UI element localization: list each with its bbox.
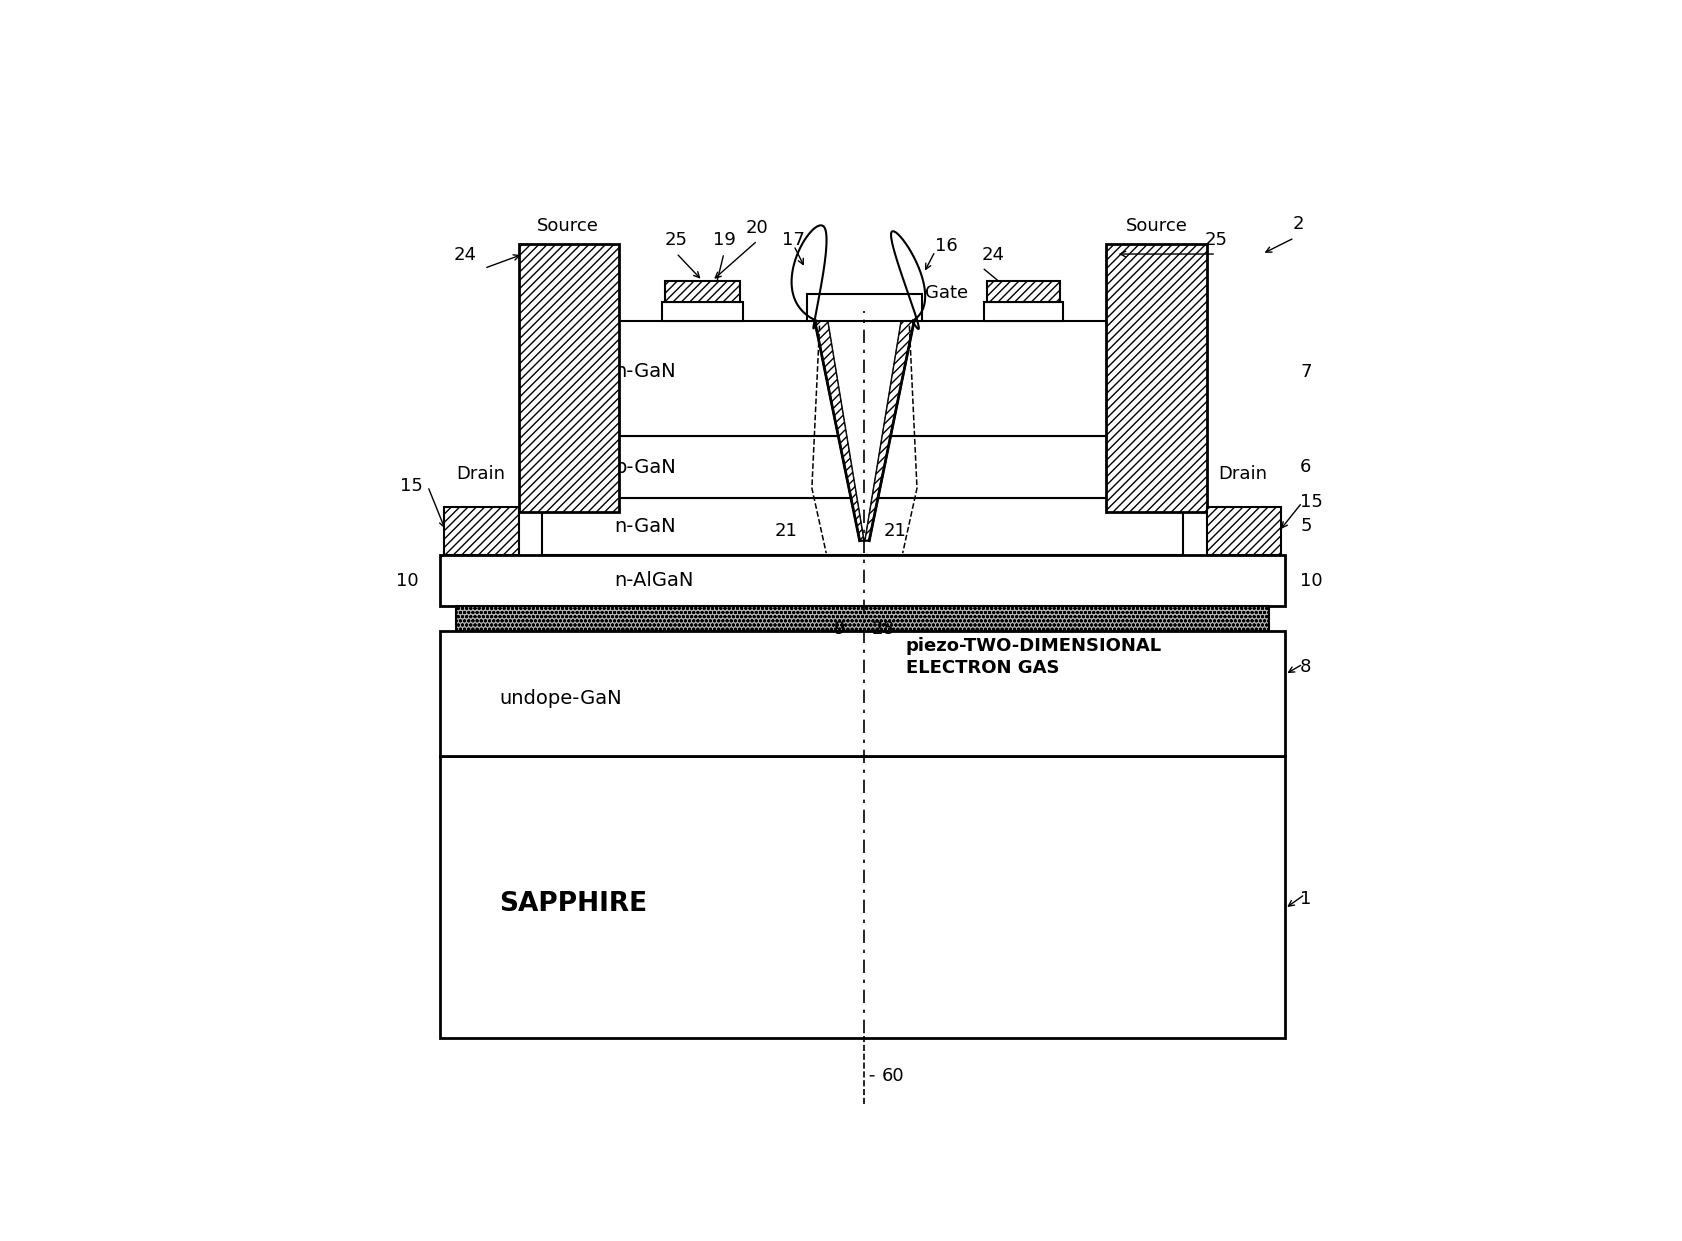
Text: 24: 24 (452, 246, 476, 263)
Bar (441, 632, 1283, 756)
Bar (542, 498, 1182, 555)
Text: SAPPHIRE: SAPPHIRE (500, 891, 648, 917)
Text: 25: 25 (664, 231, 688, 249)
Bar (441, 756, 1283, 1037)
Text: Drain: Drain (456, 465, 505, 484)
Text: 60: 60 (881, 1067, 903, 1085)
Text: 20: 20 (745, 218, 769, 237)
Text: n-GaN: n-GaN (614, 516, 674, 536)
Text: 15: 15 (1300, 494, 1322, 511)
Bar (664, 280, 740, 302)
Text: 10: 10 (395, 572, 417, 589)
Text: 15: 15 (400, 478, 422, 495)
Polygon shape (814, 321, 913, 541)
Polygon shape (865, 321, 913, 541)
Bar (1206, 508, 1280, 555)
Text: 17: 17 (782, 231, 804, 248)
Text: undope-GaN: undope-GaN (500, 689, 622, 707)
Text: 16: 16 (935, 237, 957, 256)
Bar (441, 555, 1283, 606)
Text: 2: 2 (1292, 215, 1304, 233)
Text: 19: 19 (711, 231, 735, 249)
Bar (661, 302, 743, 321)
Text: 21: 21 (883, 522, 907, 540)
Text: 24: 24 (981, 246, 1004, 263)
Text: piezo-TWO-DIMENSIONAL
ELECTRON GAS: piezo-TWO-DIMENSIONAL ELECTRON GAS (905, 637, 1161, 678)
Polygon shape (828, 321, 900, 541)
Bar (456, 606, 1268, 632)
Text: p-GaN: p-GaN (614, 458, 676, 477)
Bar (542, 436, 1182, 498)
Bar (542, 321, 1182, 436)
Bar (518, 244, 619, 513)
Text: 5: 5 (1300, 517, 1310, 535)
Text: 21: 21 (774, 522, 797, 540)
Text: n-GaN: n-GaN (614, 362, 674, 381)
Text: 8: 8 (1300, 658, 1310, 676)
Text: Source: Source (1125, 217, 1187, 235)
Text: Drain: Drain (1218, 465, 1267, 484)
Text: Gate: Gate (923, 284, 967, 302)
Text: Source: Source (537, 217, 599, 235)
Bar (984, 302, 1063, 321)
Text: n-AlGaN: n-AlGaN (614, 571, 693, 591)
Text: 10: 10 (1300, 572, 1322, 589)
Bar (986, 280, 1060, 302)
Bar (1105, 244, 1206, 513)
Bar (444, 508, 518, 555)
Text: 7: 7 (1300, 362, 1310, 381)
Bar (807, 294, 922, 321)
Polygon shape (814, 321, 865, 541)
Text: 25: 25 (1204, 231, 1226, 249)
Text: 28: 28 (871, 620, 895, 638)
Text: 9: 9 (833, 620, 844, 638)
Text: 1: 1 (1300, 890, 1310, 908)
Text: 6: 6 (1300, 458, 1310, 477)
